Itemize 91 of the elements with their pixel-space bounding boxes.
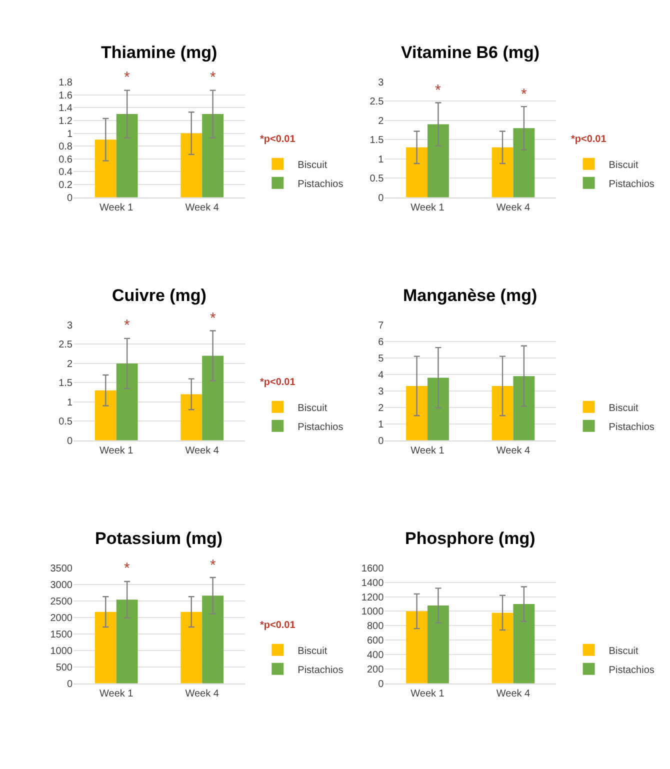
x-tick-label: Week 4 xyxy=(496,688,531,700)
x-tick-label: Week 1 xyxy=(99,688,134,700)
x-tick-label: Week 4 xyxy=(185,202,220,214)
x-tick-label: Week 1 xyxy=(410,202,445,214)
y-tick-label: 800 xyxy=(366,621,384,632)
y-tick-label: 1000 xyxy=(361,606,384,618)
legend-label: Pistachios xyxy=(298,422,344,433)
y-tick-label: 0 xyxy=(66,192,73,204)
annotation: * xyxy=(124,69,130,86)
legend-label: Biscuit xyxy=(298,402,328,414)
legend-label: Biscuit xyxy=(608,160,638,171)
y-tick-label: 0.5 xyxy=(370,174,384,185)
legend-label: Pistachios xyxy=(298,178,344,190)
y-tick-label: 4 xyxy=(378,370,384,381)
x-tick-label: Week 4 xyxy=(185,688,220,700)
x-tick-label: Week 1 xyxy=(410,445,445,456)
y-tick-label: 1400 xyxy=(361,578,384,589)
y-tick-label: 6 xyxy=(378,336,384,348)
y-tick-label: 1 xyxy=(378,154,384,166)
y-tick-label: 500 xyxy=(56,662,73,674)
legend-label: Pistachios xyxy=(608,422,654,433)
legend-label: Biscuit xyxy=(608,402,638,414)
legend-label: Pistachios xyxy=(608,178,654,190)
y-tick-label: 1.5 xyxy=(58,378,73,390)
chart-title: Thiamine (mg) xyxy=(101,43,218,62)
x-tick-label: Week 4 xyxy=(185,445,220,456)
y-tick-label: 2.5 xyxy=(370,96,384,108)
y-tick-label: 1200 xyxy=(361,592,384,604)
y-tick-label: 600 xyxy=(366,636,384,647)
annotation: * xyxy=(124,560,130,577)
y-tick-label: 1.5 xyxy=(370,135,384,146)
y-tick-label: 1 xyxy=(378,419,384,430)
y-tick-label: 0 xyxy=(378,436,384,447)
y-tick-label: 3 xyxy=(66,320,73,332)
y-tick-label: 2.5 xyxy=(58,340,73,351)
chart-title: Potassium (mg) xyxy=(95,529,223,548)
y-tick-label: 2 xyxy=(378,116,384,127)
y-tick-label: 3500 xyxy=(50,563,73,574)
y-tick-label: 0 xyxy=(378,192,384,204)
y-tick-label: 1600 xyxy=(361,563,384,574)
text: *p<0.01 xyxy=(260,377,296,388)
legend-label: Biscuit xyxy=(298,160,328,171)
y-tick-label: 1 xyxy=(66,397,73,408)
chart-title: Manganèse (mg) xyxy=(403,286,538,305)
y-tick-label: 1000 xyxy=(50,646,73,657)
y-tick-label: 1.2 xyxy=(58,116,73,127)
annotation: * xyxy=(435,82,441,99)
text: *p<0.01 xyxy=(571,134,607,145)
y-tick-label: 1500 xyxy=(50,629,73,640)
y-tick-label: 2500 xyxy=(50,596,73,608)
x-tick-label: Week 4 xyxy=(496,202,531,214)
y-tick-label: 200 xyxy=(366,664,384,676)
chart-title: Vitamine B6 (mg) xyxy=(401,43,540,62)
y-tick-label: 3 xyxy=(378,77,384,88)
annotation: * xyxy=(210,310,216,327)
legend-label: Pistachios xyxy=(298,664,344,676)
legend-label: Biscuit xyxy=(608,646,638,657)
x-tick-label: Week 1 xyxy=(99,202,134,214)
y-tick-label: 7 xyxy=(378,320,384,332)
text: *p<0.01 xyxy=(260,620,296,631)
annotation: * xyxy=(210,69,216,86)
y-tick-label: 0.6 xyxy=(58,154,73,166)
y-tick-label: 3000 xyxy=(50,580,73,591)
y-tick-label: 400 xyxy=(366,650,384,662)
y-tick-label: 1.4 xyxy=(58,103,73,114)
y-tick-label: 0.4 xyxy=(58,167,73,178)
y-tick-label: 0.5 xyxy=(58,416,73,428)
legend-label: Pistachios xyxy=(608,664,654,676)
y-tick-label: 0 xyxy=(378,678,384,690)
annotation: * xyxy=(521,86,527,103)
x-tick-label: Week 4 xyxy=(496,445,531,456)
y-tick-label: 0 xyxy=(66,678,73,690)
y-tick-label: 5 xyxy=(378,353,384,364)
x-tick-label: Week 1 xyxy=(99,445,134,456)
annotation: * xyxy=(124,317,130,334)
annotation: * xyxy=(210,557,216,574)
text: *p<0.01 xyxy=(260,134,296,145)
y-tick-label: 2000 xyxy=(50,612,73,624)
legend-label: Biscuit xyxy=(298,646,328,657)
chart-title: Cuivre (mg) xyxy=(112,286,206,305)
y-tick-label: 0.8 xyxy=(58,142,73,153)
y-tick-label: 0 xyxy=(66,436,73,447)
y-tick-label: 1.6 xyxy=(58,90,73,102)
chart-title: Phosphore (mg) xyxy=(405,529,536,548)
y-tick-label: 2 xyxy=(378,402,384,414)
x-tick-label: Week 1 xyxy=(410,688,445,700)
y-tick-label: 0.2 xyxy=(58,180,73,192)
y-tick-label: 1.8 xyxy=(58,77,73,88)
y-tick-label: 2 xyxy=(66,358,73,370)
y-tick-label: 1 xyxy=(66,128,73,140)
y-tick-label: 3 xyxy=(378,386,384,398)
